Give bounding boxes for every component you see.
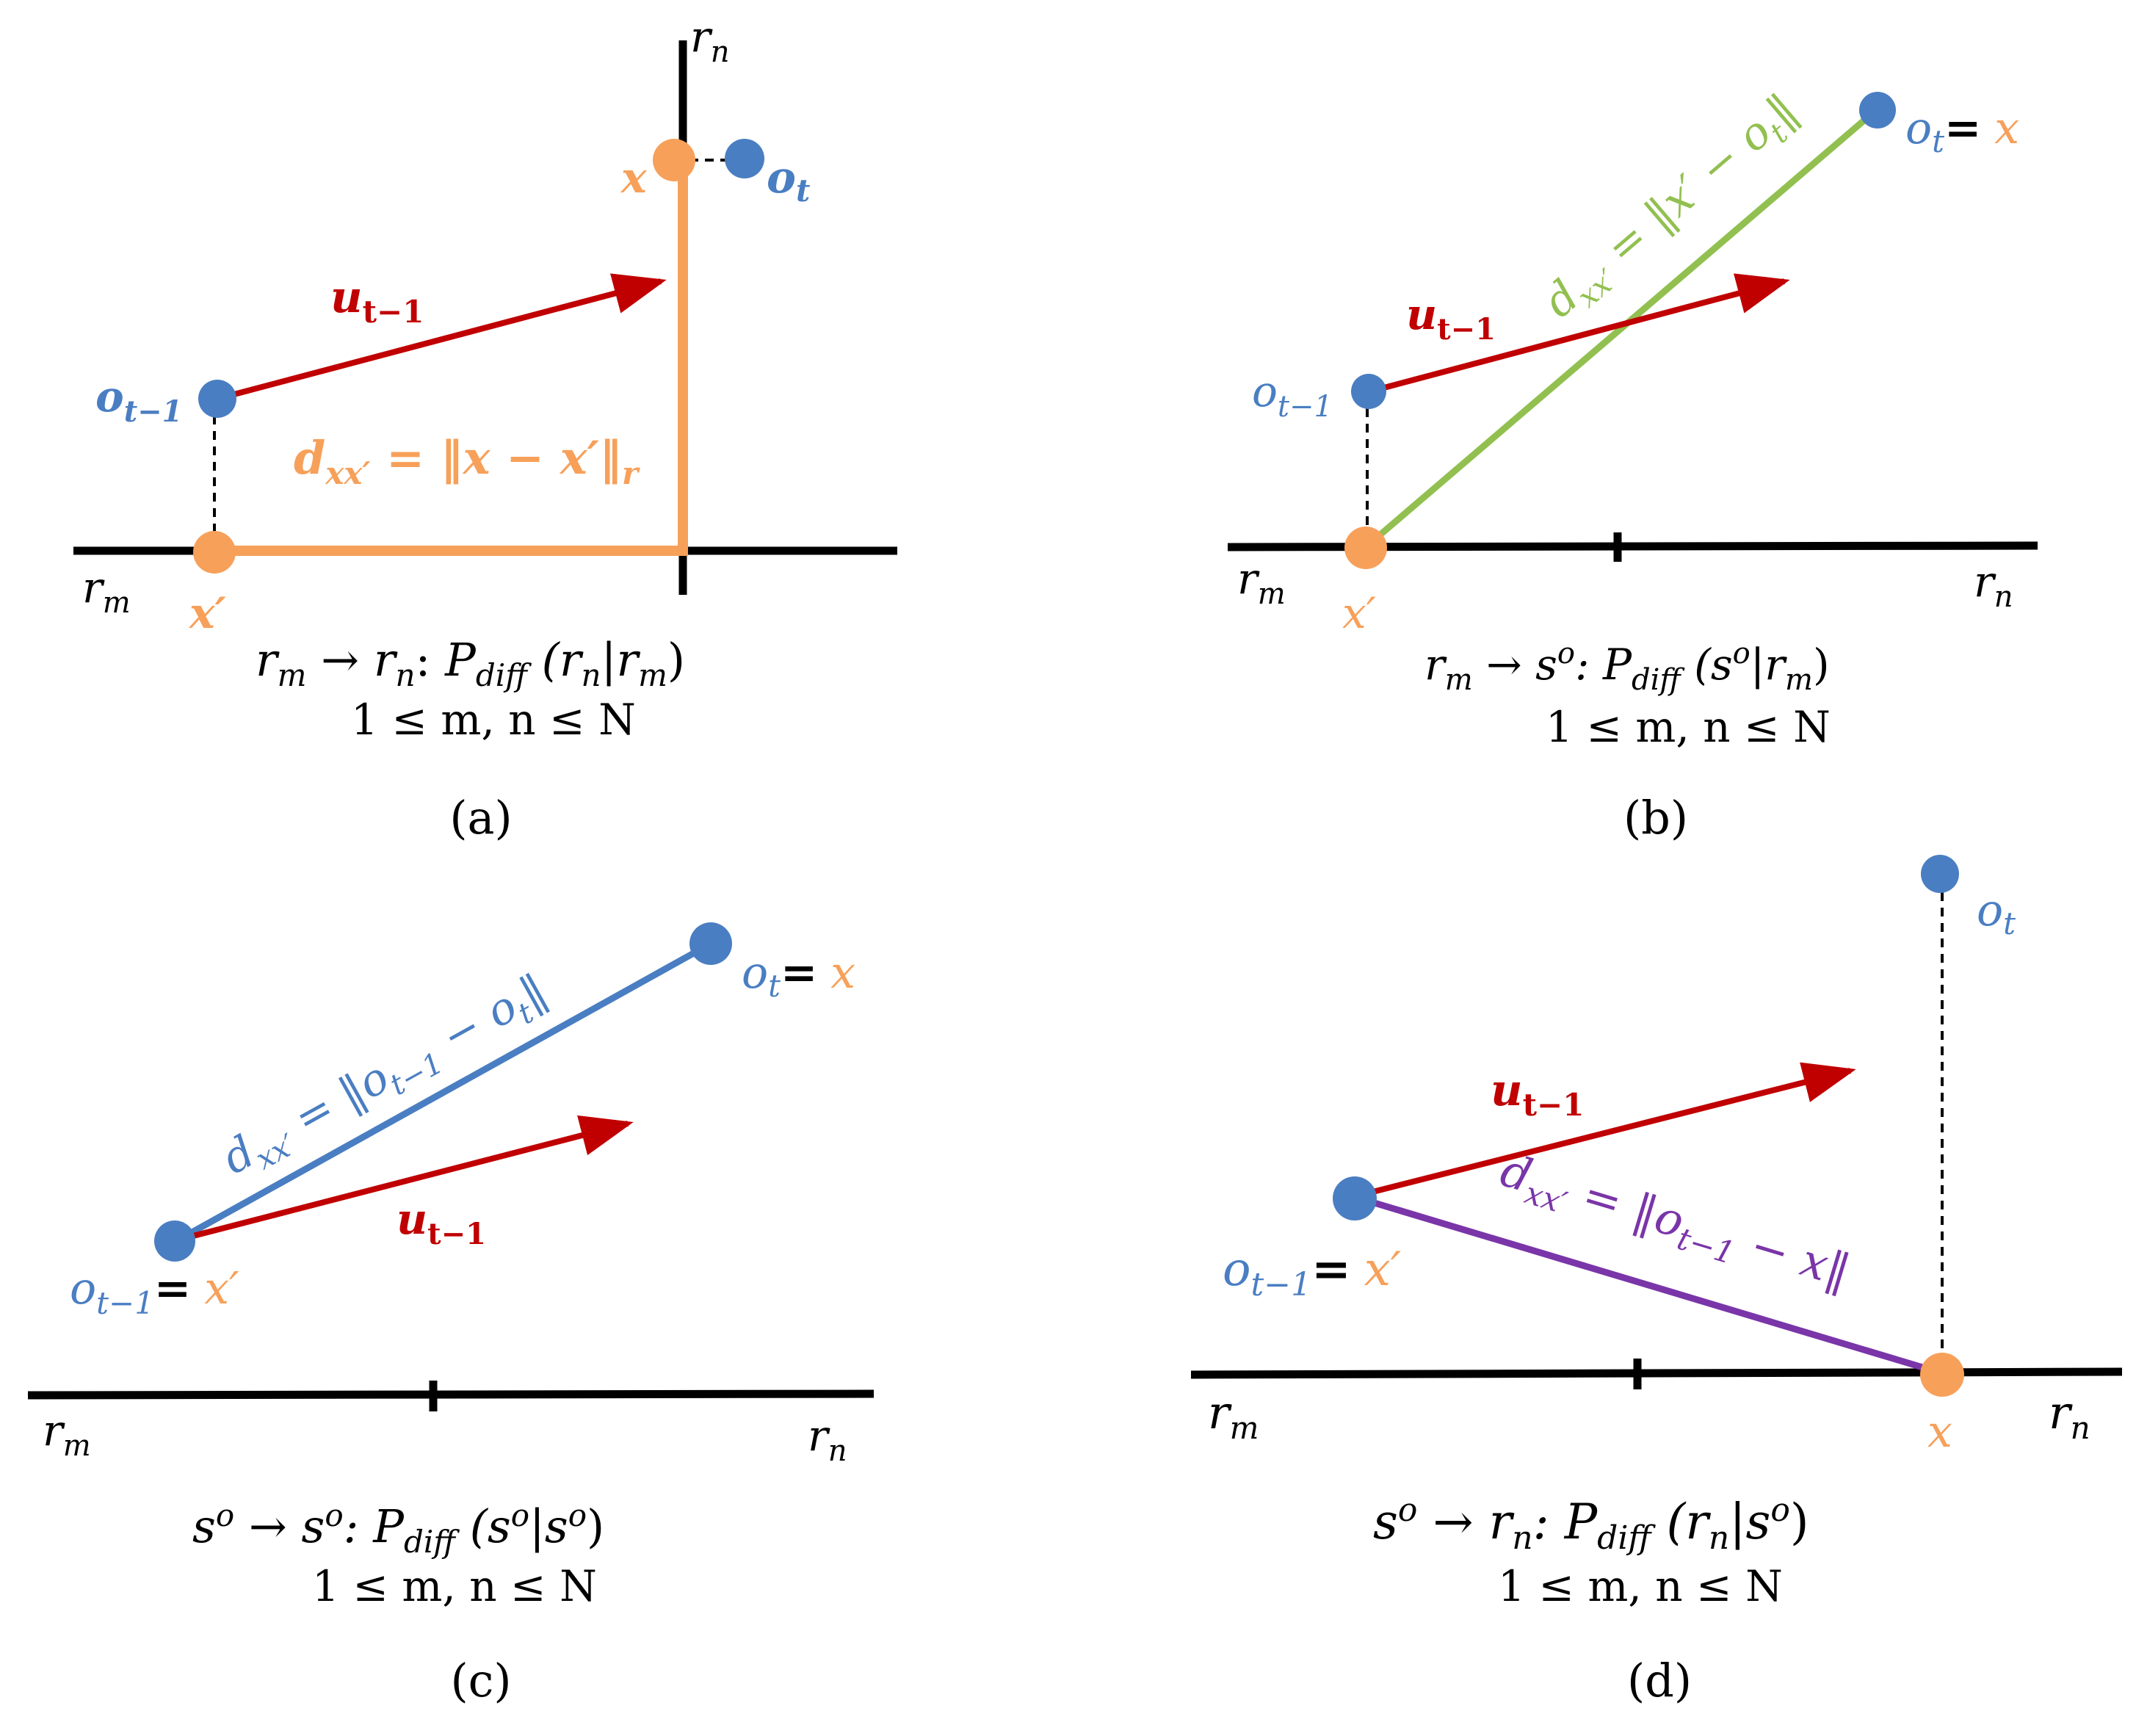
label-o-t-equals-x: ot= x	[742, 947, 855, 1004]
distance-formula: dxx′ = ‖x − x′‖r	[294, 431, 640, 491]
label-x: x	[620, 153, 648, 203]
constraint-text: 1 ≤ m, n ≤ N	[1546, 702, 1831, 752]
label-o-t-minus-1-equals-x-prime: ot−1= x′	[1223, 1242, 1402, 1303]
label-u-t-minus-1: ut−1	[397, 1194, 486, 1251]
point-o-t	[1859, 92, 1896, 129]
label-o-t: ot	[1977, 885, 2016, 941]
distance-line	[1353, 1193, 1944, 1377]
label-o-t-minus-1-equals-x-prime: ot−1= x′	[70, 1263, 239, 1321]
label-rn-axis: rn	[2049, 1386, 2090, 1446]
label-u-t-minus-1: ut−1	[330, 272, 424, 330]
constraint-text: 1 ≤ m, n ≤ N	[351, 695, 636, 745]
distance-line	[174, 941, 713, 1244]
distance-formula: dxx′ = ‖ot−1 − x‖	[1493, 1143, 1856, 1304]
label-x: x	[1927, 1406, 1952, 1458]
velocity-arrow	[216, 273, 667, 402]
velocity-arrow	[178, 1115, 634, 1243]
velocity-arrow	[1369, 273, 1790, 394]
panel-label-d: (d)	[1627, 1654, 1692, 1707]
axis-horizontal	[1190, 1367, 2123, 1379]
label-u-t-minus-1: ut−1	[1406, 289, 1496, 347]
label-rm-axis: rm	[82, 563, 131, 620]
transition-caption: so → rn: Pdiff (rn|so)	[1373, 1491, 1809, 1557]
velocity-arrow	[1358, 1062, 1856, 1198]
point-x	[1920, 1353, 1964, 1397]
label-rn-axis: rn	[690, 12, 730, 69]
label-rn-axis: rn	[1974, 557, 2013, 614]
point-o-t	[1921, 855, 1959, 893]
panel-label-a: (a)	[449, 791, 512, 845]
distance-formula: dxx′ = ‖x′ − ot‖	[1534, 84, 1811, 333]
label-o-t-minus-1: ot−1	[95, 372, 183, 429]
label-rm-axis: rm	[1208, 1386, 1259, 1446]
point-o-t-minus-1	[1351, 374, 1386, 409]
panel-label-b: (b)	[1623, 791, 1688, 845]
point-o-t	[689, 922, 732, 965]
label-rm-axis: rm	[43, 1406, 91, 1463]
point-o-t-minus-1	[1333, 1176, 1377, 1220]
panel-label-c: (c)	[450, 1654, 511, 1707]
distance-path	[214, 162, 688, 556]
axis-horizontal	[27, 1389, 875, 1400]
label-x-prime: x′	[188, 588, 226, 638]
point-o-t	[725, 139, 764, 178]
label-rm-axis: rm	[1237, 554, 1286, 611]
panel-b: rm rn x′ ot−1 ot= x ut−1 dxx′ = ‖x′ − ot‖…	[1227, 84, 2038, 845]
point-x-prime	[1344, 527, 1387, 569]
panel-a: rn rm x ot x′ ot−1 ut−1 dxx′ = ‖x − x′‖r…	[73, 12, 897, 845]
distance-line	[1364, 107, 1878, 550]
constraint-text: 1 ≤ m, n ≤ N	[1498, 1561, 1783, 1611]
label-o-t: ot	[767, 152, 810, 209]
panel-c: rm rn ot= x ot−1= x′ ut−1 dxx′ = ‖ot−1 − o…	[27, 922, 875, 1707]
label-u-t-minus-1: ut−1	[1491, 1065, 1584, 1123]
transition-caption: rm → so: Pdiff (so|rm)	[1424, 637, 1830, 697]
transition-caption: so → so: Pdiff (so|so)	[192, 1497, 604, 1560]
label-rn-axis: rn	[808, 1411, 847, 1468]
point-x-prime	[193, 531, 236, 574]
panel-d: ot rm rn x ot−1= x′ ut−1 dxx′ = ‖ot−1 − x…	[1190, 855, 2123, 1707]
transition-caption: rm → rn: Pdiff (rn|rm)	[256, 633, 685, 693]
point-o-t-minus-1	[154, 1220, 195, 1262]
label-o-t-minus-1: ot−1	[1252, 366, 1333, 424]
label-x-prime: x′	[1342, 588, 1376, 638]
constraint-text: 1 ≤ m, n ≤ N	[312, 1561, 597, 1611]
point-o-t-minus-1	[198, 380, 236, 418]
label-o-t-equals-x: ot= x	[1905, 103, 2019, 159]
point-x	[653, 139, 695, 181]
